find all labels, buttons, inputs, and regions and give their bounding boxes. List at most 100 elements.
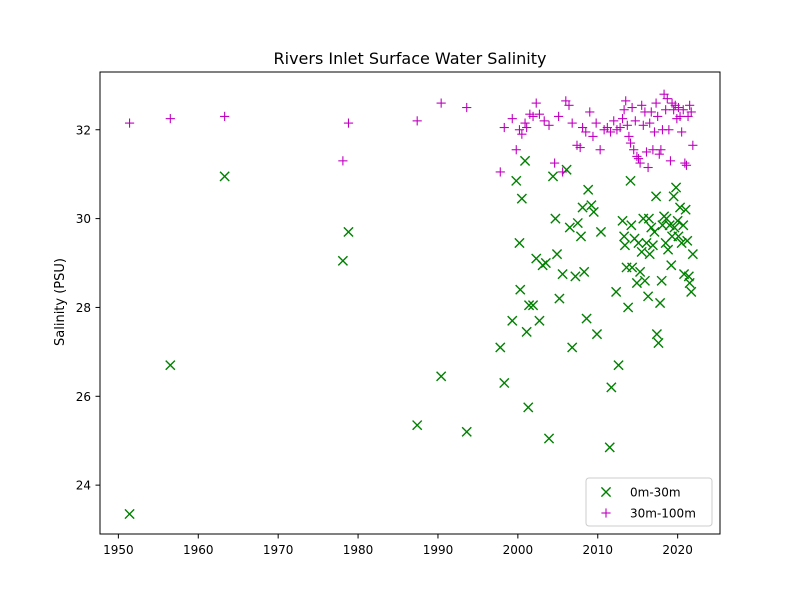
x-stroke bbox=[564, 222, 575, 233]
x-stroke bbox=[543, 433, 555, 444]
data-point bbox=[657, 220, 668, 231]
x-stroke bbox=[627, 262, 638, 273]
x-stroke bbox=[577, 202, 588, 213]
data-point bbox=[650, 191, 662, 202]
x-tick-label: 2020 bbox=[662, 543, 693, 557]
data-point bbox=[613, 360, 624, 371]
series-0 bbox=[124, 155, 698, 520]
data-point bbox=[617, 215, 628, 226]
data-point bbox=[647, 240, 658, 251]
data-point bbox=[338, 156, 348, 166]
x-stroke bbox=[619, 231, 630, 242]
data-point bbox=[639, 275, 650, 286]
data-point bbox=[165, 360, 176, 371]
data-point bbox=[619, 240, 631, 251]
x-stroke bbox=[219, 171, 230, 182]
data-point bbox=[581, 127, 591, 137]
x-stroke bbox=[682, 235, 693, 246]
x-stroke bbox=[672, 215, 683, 226]
data-point bbox=[653, 337, 664, 349]
data-point bbox=[547, 171, 559, 182]
x-stroke bbox=[550, 213, 561, 224]
x-stroke bbox=[579, 266, 590, 277]
x-stroke bbox=[647, 240, 658, 251]
data-point bbox=[668, 191, 679, 202]
plot-marks bbox=[124, 89, 698, 520]
x-stroke bbox=[567, 342, 578, 353]
x-stroke bbox=[124, 508, 135, 520]
data-point bbox=[609, 116, 619, 126]
data-point bbox=[575, 142, 585, 153]
x-stroke bbox=[633, 237, 644, 249]
x-stroke bbox=[668, 191, 679, 202]
data-point bbox=[680, 158, 690, 168]
x-stroke bbox=[656, 275, 667, 286]
x-stroke bbox=[684, 277, 695, 289]
data-point bbox=[528, 111, 538, 122]
data-point bbox=[688, 140, 698, 150]
data-point bbox=[544, 120, 554, 130]
x-stroke bbox=[649, 226, 660, 238]
data-point bbox=[220, 111, 230, 122]
data-point bbox=[617, 114, 628, 124]
x-stroke bbox=[540, 257, 551, 269]
data-point bbox=[606, 382, 617, 393]
data-point bbox=[436, 371, 447, 382]
data-point bbox=[539, 116, 549, 126]
data-point bbox=[632, 151, 642, 162]
data-point bbox=[523, 402, 534, 413]
x-stroke bbox=[625, 175, 636, 186]
data-point bbox=[646, 107, 656, 117]
data-point bbox=[615, 122, 625, 133]
data-point bbox=[661, 105, 671, 115]
x-stroke bbox=[664, 220, 675, 231]
data-point bbox=[561, 164, 572, 175]
x-stroke bbox=[588, 206, 599, 218]
x-stroke bbox=[515, 284, 526, 295]
data-point bbox=[666, 260, 677, 271]
data-point bbox=[669, 222, 680, 233]
data-point bbox=[585, 107, 595, 117]
x-stroke bbox=[626, 220, 637, 231]
data-point bbox=[686, 286, 697, 297]
data-point bbox=[550, 213, 561, 224]
data-point bbox=[633, 154, 644, 164]
x-stroke bbox=[646, 222, 657, 233]
x-stroke bbox=[617, 215, 628, 226]
chart-title: Rivers Inlet Surface Water Salinity bbox=[274, 49, 547, 68]
legend-label: 30m-100m bbox=[630, 507, 696, 521]
legend: 0m-30m 30m-100m bbox=[585, 477, 713, 527]
x-tick-label: 2000 bbox=[503, 543, 534, 557]
x-stroke bbox=[654, 297, 666, 309]
data-point bbox=[621, 96, 631, 106]
data-point bbox=[641, 147, 652, 157]
data-point bbox=[527, 300, 539, 311]
data-point bbox=[687, 249, 698, 260]
x-stroke bbox=[499, 377, 510, 389]
data-point bbox=[646, 222, 657, 233]
data-point bbox=[643, 213, 654, 224]
axes: 1950 1960 1970 1980 1990 2000 2010 2020 24 26 28 30… bbox=[76, 71, 721, 557]
x-stroke bbox=[595, 226, 607, 238]
legend-label: 0m-30m bbox=[630, 486, 681, 500]
data-point bbox=[651, 98, 661, 108]
data-point bbox=[436, 98, 446, 108]
data-point bbox=[595, 145, 605, 155]
x-stroke bbox=[519, 155, 531, 166]
legend-marker bbox=[601, 508, 611, 518]
data-point bbox=[511, 145, 521, 155]
data-point bbox=[520, 118, 530, 128]
data-point bbox=[461, 426, 472, 437]
x-stroke bbox=[534, 315, 545, 326]
x-stroke bbox=[619, 240, 631, 251]
data-point bbox=[672, 215, 683, 226]
data-point bbox=[686, 107, 696, 117]
x-stroke bbox=[636, 246, 647, 258]
data-point bbox=[219, 171, 230, 182]
data-point bbox=[627, 262, 638, 273]
x-stroke bbox=[643, 213, 654, 224]
data-point bbox=[412, 116, 422, 126]
data-point bbox=[570, 271, 581, 282]
data-point bbox=[656, 145, 666, 155]
x-stroke bbox=[635, 266, 646, 277]
